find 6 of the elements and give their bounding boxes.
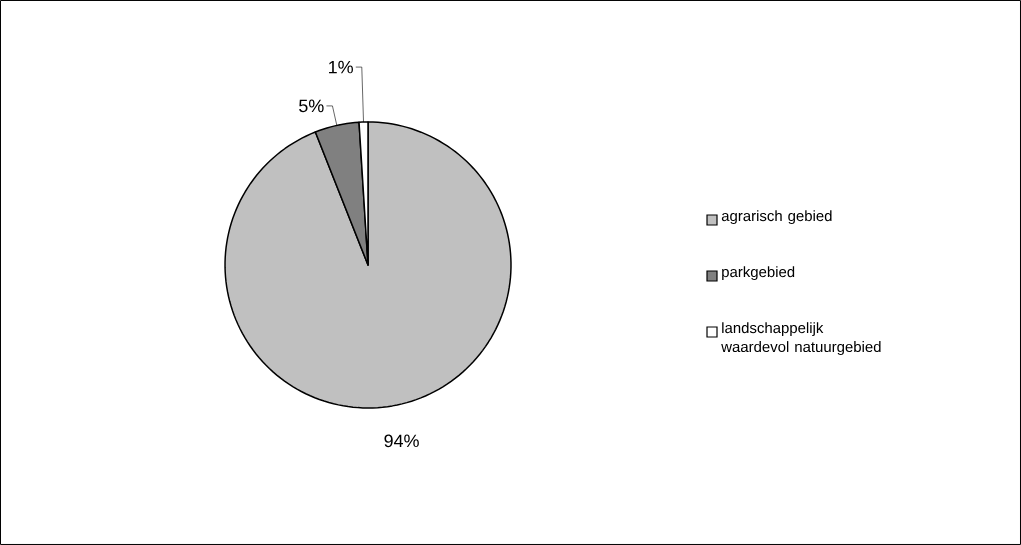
legend-label: landschappelijk waardevol natuurgebied	[721, 322, 881, 356]
legend-label: parkgebied	[722, 266, 795, 281]
legend-label: agrarisch gebied	[721, 210, 832, 225]
data-label: 5%	[299, 99, 324, 113]
data-label: 1%	[329, 60, 353, 74]
data-label: 94%	[384, 434, 419, 448]
